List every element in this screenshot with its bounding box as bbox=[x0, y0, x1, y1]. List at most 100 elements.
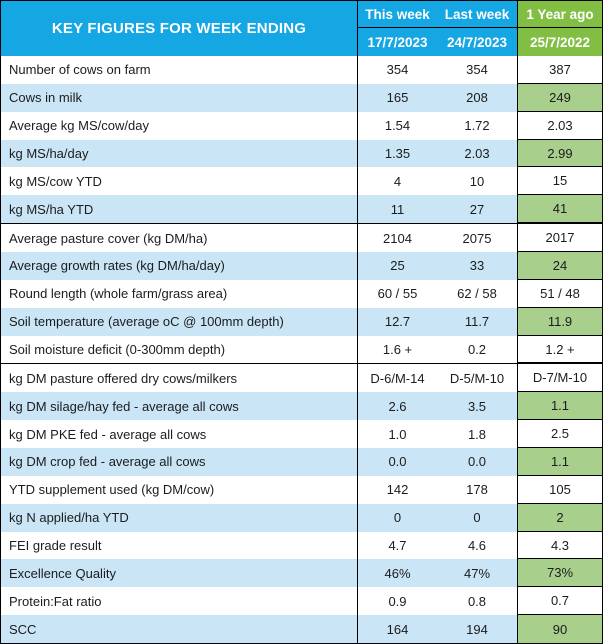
value-year-ago: 2017 bbox=[517, 224, 602, 253]
value-year-ago: D-7/M-10 bbox=[517, 364, 602, 393]
row-label: FEI grade result bbox=[1, 531, 357, 560]
value-last-week: 47% bbox=[437, 559, 517, 588]
table-row: FEI grade result 4.7 4.6 4.3 bbox=[1, 531, 602, 560]
column-header-last-week: Last week bbox=[437, 1, 517, 28]
row-label: Average pasture cover (kg DM/ha) bbox=[1, 224, 357, 253]
value-year-ago: 4.3 bbox=[517, 531, 602, 560]
value-year-ago: 387 bbox=[517, 56, 602, 84]
value-year-ago: 73% bbox=[517, 559, 602, 588]
value-this-week: D-6/M-14 bbox=[357, 364, 437, 393]
table-body: Number of cows on farm 354 354 387 Cows in m… bbox=[1, 56, 602, 643]
row-label: Soil temperature (average oC @ 100mm dep… bbox=[1, 307, 357, 336]
value-this-week: 25 bbox=[357, 252, 437, 280]
value-this-week: 1.35 bbox=[357, 139, 437, 168]
value-last-week: D-5/M-10 bbox=[437, 364, 517, 393]
value-last-week: 1.72 bbox=[437, 111, 517, 140]
value-year-ago: 249 bbox=[517, 83, 602, 112]
value-last-week: 194 bbox=[437, 615, 517, 643]
value-this-week: 11 bbox=[357, 195, 437, 224]
row-label: kg DM pasture offered dry cows/milkers bbox=[1, 364, 357, 393]
value-last-week: 0.8 bbox=[437, 587, 517, 616]
table-title: KEY FIGURES FOR WEEK ENDING bbox=[1, 1, 357, 56]
value-year-ago: 1.1 bbox=[517, 392, 602, 421]
row-label: SCC bbox=[1, 615, 357, 643]
value-last-week: 0.2 bbox=[437, 335, 517, 364]
row-label: Protein:Fat ratio bbox=[1, 587, 357, 616]
value-this-week: 1.0 bbox=[357, 420, 437, 449]
value-this-week: 164 bbox=[357, 615, 437, 643]
value-this-week: 0.9 bbox=[357, 587, 437, 616]
value-last-week: 0.0 bbox=[437, 448, 517, 476]
table-row: Soil temperature (average oC @ 100mm dep… bbox=[1, 307, 602, 336]
value-year-ago: 24 bbox=[517, 252, 602, 280]
value-last-week: 178 bbox=[437, 475, 517, 504]
table-row: kg DM pasture offered dry cows/milkers D-… bbox=[1, 363, 602, 393]
table-row: kg MS/ha YTD 11 27 41 bbox=[1, 195, 602, 224]
value-last-week: 2075 bbox=[437, 224, 517, 253]
value-year-ago: 1.2 + bbox=[517, 335, 602, 364]
value-year-ago: 51 / 48 bbox=[517, 279, 602, 308]
table-row: Average pasture cover (kg DM/ha) 2104 2075… bbox=[1, 223, 602, 253]
value-this-week: 4.7 bbox=[357, 531, 437, 560]
value-last-week: 3.5 bbox=[437, 392, 517, 421]
row-label: kg MS/ha YTD bbox=[1, 195, 357, 224]
value-last-week: 33 bbox=[437, 252, 517, 280]
column-header-year-ago: 1 Year ago bbox=[517, 1, 602, 28]
table-row: kg DM silage/hay fed - average all cows 2… bbox=[1, 392, 602, 421]
value-this-week: 165 bbox=[357, 83, 437, 112]
row-label: kg MS/ha/day bbox=[1, 139, 357, 168]
column-header-this-week: This week bbox=[357, 1, 437, 28]
row-label: kg DM silage/hay fed - average all cows bbox=[1, 392, 357, 421]
value-year-ago: 2.03 bbox=[517, 111, 602, 140]
table-row: Cows in milk 165 208 249 bbox=[1, 83, 602, 112]
value-this-week: 142 bbox=[357, 475, 437, 504]
value-this-week: 0.0 bbox=[357, 448, 437, 476]
table-row: SCC 164 194 90 bbox=[1, 615, 602, 643]
table-row: Average kg MS/cow/day 1.54 1.72 2.03 bbox=[1, 111, 602, 140]
value-last-week: 11.7 bbox=[437, 307, 517, 336]
row-label: YTD supplement used (kg DM/cow) bbox=[1, 475, 357, 504]
value-last-week: 10 bbox=[437, 167, 517, 196]
value-last-week: 27 bbox=[437, 195, 517, 224]
table-row: kg MS/ha/day 1.35 2.03 2.99 bbox=[1, 139, 602, 168]
value-year-ago: 0.7 bbox=[517, 587, 602, 616]
value-year-ago: 15 bbox=[517, 167, 602, 196]
value-year-ago: 2.5 bbox=[517, 420, 602, 449]
table-row: Round length (whole farm/grass area) 60 /… bbox=[1, 279, 602, 308]
value-this-week: 1.54 bbox=[357, 111, 437, 140]
row-label: Number of cows on farm bbox=[1, 56, 357, 84]
table-row: Average growth rates (kg DM/ha/day) 25 33 2… bbox=[1, 252, 602, 280]
table-row: Number of cows on farm 354 354 387 bbox=[1, 56, 602, 84]
value-year-ago: 1.1 bbox=[517, 448, 602, 476]
table-row: Excellence Quality 46% 47% 73% bbox=[1, 559, 602, 588]
value-year-ago: 2.99 bbox=[517, 139, 602, 168]
value-this-week: 2104 bbox=[357, 224, 437, 253]
row-label: kg DM crop fed - average all cows bbox=[1, 448, 357, 476]
row-label: Soil moisture deficit (0-300mm depth) bbox=[1, 335, 357, 364]
row-label: Excellence Quality bbox=[1, 559, 357, 588]
table-row: kg DM PKE fed - average all cows 1.0 1.8 2.… bbox=[1, 420, 602, 449]
value-this-week: 12.7 bbox=[357, 307, 437, 336]
row-label: kg N applied/ha YTD bbox=[1, 503, 357, 532]
value-this-week: 46% bbox=[357, 559, 437, 588]
table-row: Soil moisture deficit (0-300mm depth) 1.6… bbox=[1, 335, 602, 364]
value-year-ago: 11.9 bbox=[517, 307, 602, 336]
value-year-ago: 105 bbox=[517, 475, 602, 504]
table-row: Protein:Fat ratio 0.9 0.8 0.7 bbox=[1, 587, 602, 616]
table-row: kg MS/cow YTD 4 10 15 bbox=[1, 167, 602, 196]
value-last-week: 1.8 bbox=[437, 420, 517, 449]
table-row: kg DM crop fed - average all cows 0.0 0.0 1… bbox=[1, 448, 602, 476]
row-label: Average growth rates (kg DM/ha/day) bbox=[1, 252, 357, 280]
table-header: KEY FIGURES FOR WEEK ENDING This week La… bbox=[1, 1, 602, 56]
value-last-week: 62 / 58 bbox=[437, 279, 517, 308]
value-last-week: 208 bbox=[437, 83, 517, 112]
column-date-last-week: 24/7/2023 bbox=[437, 28, 517, 56]
column-date-year-ago: 25/7/2022 bbox=[517, 28, 602, 56]
value-last-week: 2.03 bbox=[437, 139, 517, 168]
value-this-week: 60 / 55 bbox=[357, 279, 437, 308]
table-row: kg N applied/ha YTD 0 0 2 bbox=[1, 503, 602, 532]
column-date-this-week: 17/7/2023 bbox=[357, 28, 437, 56]
value-last-week: 0 bbox=[437, 503, 517, 532]
row-label: Cows in milk bbox=[1, 83, 357, 112]
